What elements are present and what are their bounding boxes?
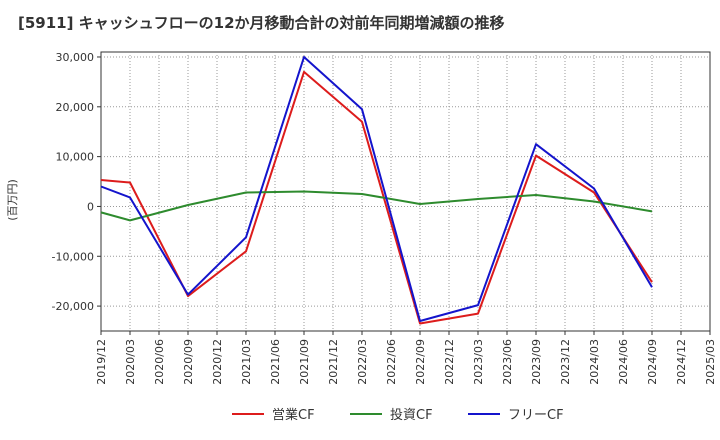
y-tick-label: -10,000 [52,250,94,263]
chart-title: [5911] キャッシュフローの12か月移動合計の対前年同期増減額の推移 [18,14,505,32]
y-tick-label: 30,000 [56,51,95,64]
x-tick-label: 2025/03 [704,339,717,385]
x-tick-label: 2022/12 [443,339,456,385]
x-tick-label: 2024/12 [675,339,688,385]
x-tick-label: 2023/03 [472,339,485,385]
x-tick-label: 2020/09 [182,339,195,385]
x-tick-label: 2020/12 [211,339,224,385]
legend-label: 営業CF [272,407,315,423]
x-tick-label: 2023/06 [501,339,514,385]
x-tick-label: 2022/03 [356,339,369,385]
x-tick-label: 2022/09 [414,339,427,385]
x-tick-label: 2021/09 [298,339,311,385]
series-line-営業CF [100,70,653,325]
x-tick-label: 2020/03 [124,339,137,385]
y-axis-label: (百万円) [6,179,19,221]
series-line-フリーCF [100,56,653,322]
legend-label: 投資CF [390,407,433,423]
x-tick-label: 2019/12 [95,339,108,385]
x-tick-label: 2024/09 [646,339,659,385]
x-tick-label: 2024/03 [588,339,601,385]
legend-label: フリーCF [508,408,564,423]
y-tick-label: 10,000 [56,151,95,164]
x-tick-label: 2020/06 [153,339,166,385]
x-tick-label: 2023/09 [530,339,543,385]
x-tick-label: 2022/06 [385,339,398,385]
x-tick-label: 2021/06 [269,339,282,385]
x-tick-label: 2023/12 [559,339,572,385]
y-tick-label: 0 [87,200,94,213]
x-tick-label: 2024/06 [617,339,630,385]
x-tick-label: 2021/03 [240,339,253,385]
x-tick-label: 2021/12 [327,339,340,385]
y-tick-label: -20,000 [52,300,94,313]
y-tick-label: 20,000 [56,101,95,114]
series-line-投資CF [100,190,653,222]
